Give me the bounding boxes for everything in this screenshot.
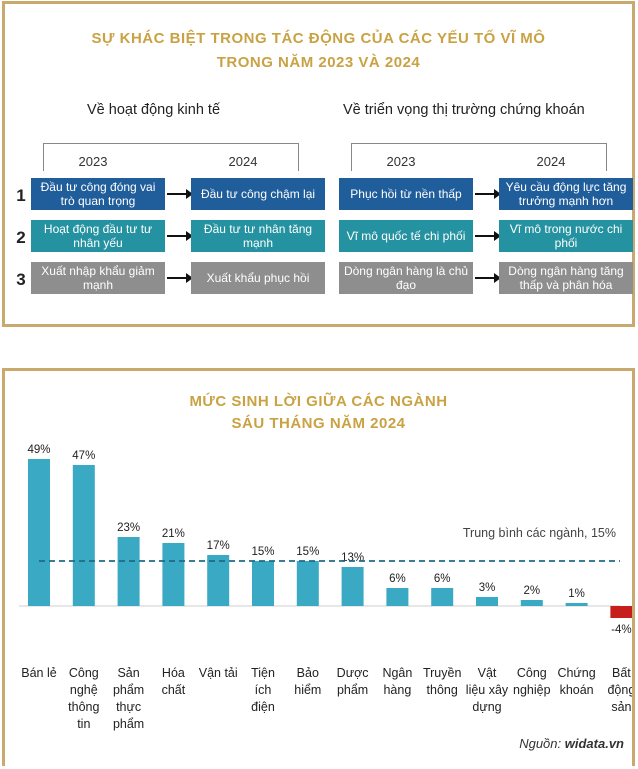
data-label: 15% (251, 546, 274, 558)
right-2024-box-1: Yêu cầu động lực tăng trưởng mạnh hơn (499, 178, 633, 210)
right-year-2023: 2023 (386, 154, 416, 169)
data-label: 13% (341, 552, 364, 564)
sector-returns-bar-chart: 49% Bán lẻ 47% Công nghệ thông tin 23% Sản phẩm th… (19, 444, 632, 731)
data-label: 17% (207, 540, 230, 552)
left-year-2024: 2024 (228, 154, 258, 169)
sector-returns-panel: MỨC SINH LỜI GIỮA CÁC NGÀNH SÁU THÁNG NĂ… (2, 368, 635, 766)
chart-title-line2: SÁU THÁNG NĂM 2024 (231, 415, 406, 432)
bar (252, 561, 274, 606)
left-2024-box-2: Đầu tư tư nhân tăng mạnh (191, 220, 325, 252)
category-label: Vận tải (199, 666, 238, 680)
data-label: -4% (611, 624, 631, 636)
data-label: 3% (479, 582, 496, 594)
macro-factors-panel: SỰ KHÁC BIỆT TRONG TÁC ĐỘNG CỦA CÁC YẾU … (2, 1, 635, 327)
category-label: Công nghệ thông tin (68, 666, 99, 731)
left-2023-box-1: Đầu tư công đóng vai trò quan trọng (31, 178, 165, 210)
data-label: 2% (523, 585, 540, 597)
data-label: 15% (296, 546, 319, 558)
right-2023-box-1: Phục hồi từ nền thấp (339, 178, 473, 210)
row-number-2: 2 (16, 228, 26, 247)
panel-title-line1: SỰ KHÁC BIỆT TRONG TÁC ĐỘNG CỦA CÁC YẾU … (91, 30, 546, 47)
bar (431, 588, 454, 606)
data-label: 23% (117, 522, 140, 534)
right-2024-box-3: Dòng ngân hàng tăng thấp và phân hóa (499, 262, 633, 294)
category-label: Bảo hiểm (294, 666, 321, 697)
economic-activity-heading: Về hoạt động kinh tế (87, 102, 221, 118)
average-label: Trung bình các ngành, 15% (463, 526, 616, 540)
left-2024-box-1: Đầu tư công chậm lại (191, 178, 325, 210)
arrow-right-icon (475, 231, 501, 241)
bar (162, 543, 185, 606)
data-label: 47% (72, 450, 95, 462)
stock-market-outlook-heading: Về triển vọng thị trường chứng khoán (343, 102, 585, 118)
left-2023-box-2: Hoạt động đầu tư tư nhân yếu (31, 220, 165, 252)
category-label: Bất động sản (607, 666, 632, 714)
arrow-right-icon (167, 273, 193, 283)
bar (72, 465, 95, 606)
data-label: 49% (27, 444, 50, 456)
arrow-right-icon (167, 231, 193, 241)
right-year-bracket (351, 143, 607, 171)
category-label: Truyền thông (423, 666, 461, 697)
bar (341, 567, 364, 606)
bar (117, 537, 140, 606)
panel-title-line2: TRONG NĂM 2023 VÀ 2024 (216, 54, 421, 71)
row-number-1: 1 (16, 186, 26, 205)
row-number-3: 3 (16, 270, 26, 289)
bar (28, 459, 50, 606)
category-label: Dược phẩm (337, 666, 369, 697)
bar (565, 603, 588, 606)
right-2023-box-3: Dòng ngân hàng là chủ đạo (339, 262, 473, 294)
category-label: Bán lẻ (21, 666, 56, 680)
category-label: Hóa chất (162, 666, 186, 697)
category-label: Chứng khoán (557, 666, 595, 697)
chart-title-line1: MỨC SINH LỜI GIỮA CÁC NGÀNH (189, 393, 448, 410)
bar (610, 606, 632, 618)
category-label: Ngân hàng (382, 666, 412, 697)
data-label: 6% (434, 573, 451, 585)
bar (520, 600, 543, 606)
right-2024-box-2: Vĩ mô trong nước chi phối (499, 220, 633, 252)
bar (207, 555, 230, 606)
arrow-right-icon (167, 189, 193, 199)
category-label: Vật liệu xây dựng (466, 666, 509, 714)
category-label: Công nghiệp (513, 666, 551, 697)
category-label: Tiện ích điện (251, 666, 275, 714)
left-year-2023: 2023 (78, 154, 108, 169)
data-label: 21% (162, 528, 185, 540)
right-2023-box-2: Vĩ mô quốc tế chi phối (339, 220, 473, 252)
data-label: 1% (568, 588, 585, 600)
bar (476, 597, 498, 606)
category-label: Sản phẩm thực phẩm (113, 666, 144, 731)
left-2024-box-3: Xuất khẩu phục hồi (191, 262, 325, 294)
left-2023-box-3: Xuất nhập khẩu giảm mạnh (31, 262, 165, 294)
bar (296, 561, 319, 606)
bar (386, 588, 409, 606)
source-credit: Nguồn: widata.vn (519, 736, 624, 751)
arrow-right-icon (475, 189, 501, 199)
left-year-bracket (43, 143, 299, 171)
data-label: 6% (389, 573, 406, 585)
arrow-right-icon (475, 273, 501, 283)
right-year-2024: 2024 (536, 154, 566, 169)
